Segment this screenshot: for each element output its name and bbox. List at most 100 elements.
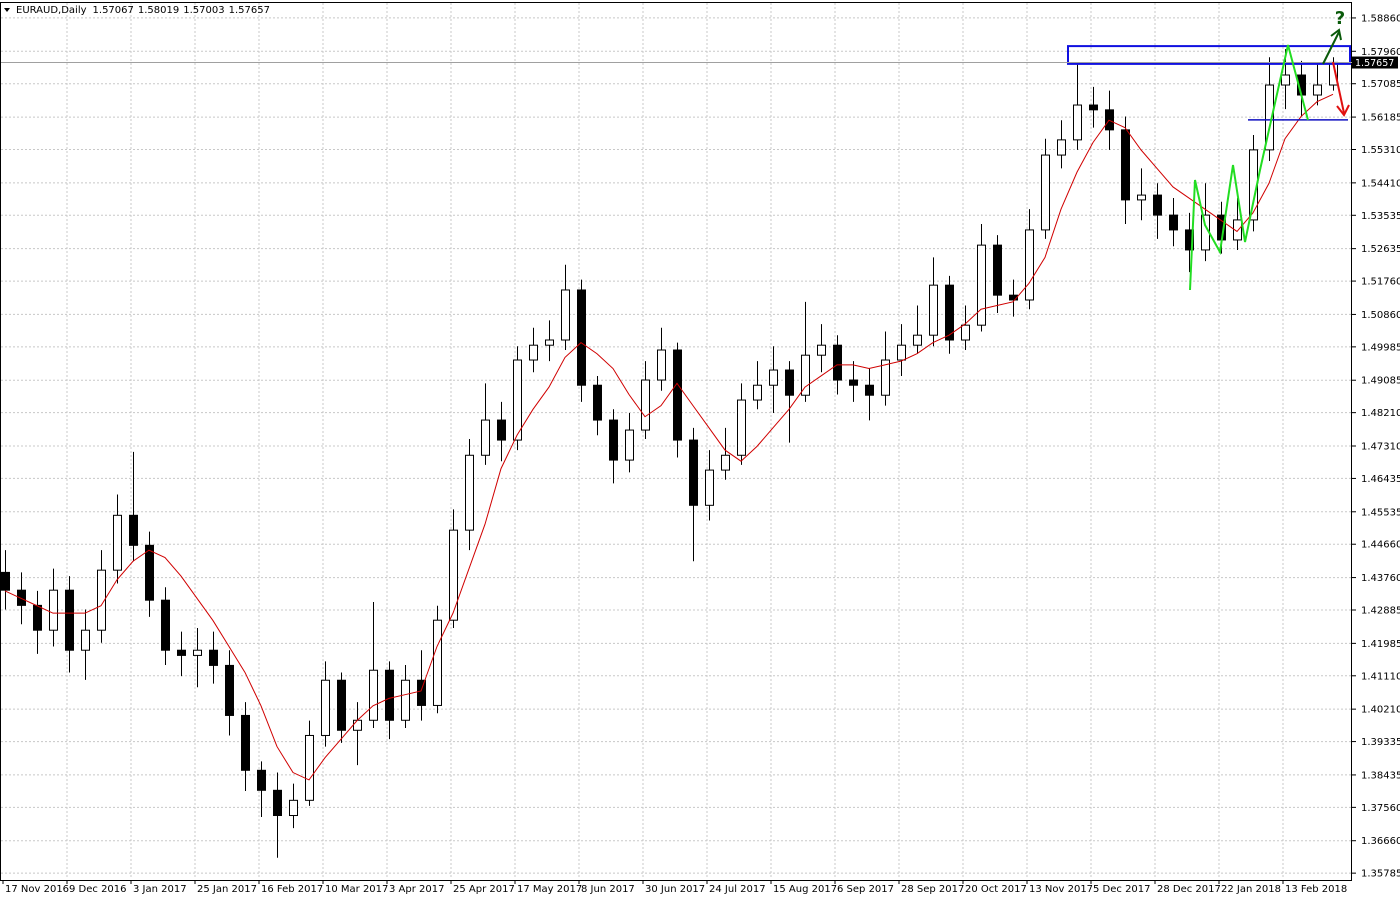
- y-tick-label: 1.36660: [1361, 836, 1400, 847]
- candle-body: [49, 589, 58, 631]
- candle-body: [113, 514, 122, 571]
- candle-body: [513, 359, 522, 441]
- candle-body: [1281, 74, 1290, 86]
- candle-body: [1137, 194, 1146, 201]
- menu-icon: [4, 8, 10, 12]
- candle-body: [17, 589, 26, 606]
- x-tick-label: 10 Mar 2017: [325, 884, 388, 895]
- resistance-zone: [1067, 45, 1351, 65]
- annotation: ?: [1335, 8, 1345, 29]
- x-tick-label: 22 Jan 2018: [1221, 884, 1281, 895]
- candle-body: [385, 669, 394, 721]
- candle-body: [433, 619, 442, 706]
- candle-body: [705, 469, 714, 506]
- y-tick-label: 1.51760: [1361, 277, 1400, 288]
- candle-body: [1089, 104, 1098, 111]
- candle-body: [993, 244, 1002, 296]
- candle-body: [865, 384, 874, 396]
- y-tick-label: 1.40210: [1361, 705, 1400, 716]
- candle-body: [1169, 214, 1178, 231]
- candle-body: [529, 344, 538, 361]
- x-tick-label: 8 Jun 2017: [581, 884, 635, 895]
- x-tick-label: 20 Oct 2017: [965, 884, 1027, 895]
- candle-body: [81, 629, 90, 651]
- candle-body: [689, 439, 698, 506]
- x-tick-label: 9 Dec 2016: [69, 884, 127, 895]
- header-low: 1.57003: [183, 5, 224, 16]
- y-tick-label: 1.39335: [1361, 737, 1400, 748]
- candle-body: [881, 359, 890, 396]
- candle-body: [545, 339, 554, 346]
- header-open: 1.57067: [93, 5, 134, 16]
- x-tick-label: 13 Feb 2018: [1285, 884, 1347, 895]
- x-tick-label: 3 Jan 2017: [133, 884, 187, 895]
- down-arrow-head: [1336, 104, 1350, 117]
- candle-body: [593, 384, 602, 421]
- y-tick-label: 1.43760: [1361, 573, 1400, 584]
- header-high: 1.58019: [138, 5, 179, 16]
- candle-body: [641, 379, 650, 431]
- candle-body: [65, 589, 74, 651]
- y-tick-label: 1.47310: [1361, 442, 1400, 453]
- candle-body: [1265, 84, 1274, 151]
- candle-body: [481, 419, 490, 456]
- candle-body: [737, 399, 746, 456]
- candle-body: [369, 669, 378, 721]
- y-tick-label: 1.52635: [1361, 244, 1400, 255]
- candle-body: [449, 529, 458, 621]
- candle-body: [337, 679, 346, 731]
- candle-body: [1041, 154, 1050, 231]
- candle-body: [801, 354, 810, 396]
- y-tick-label: 1.42885: [1361, 606, 1400, 617]
- candle-body: [673, 349, 682, 441]
- candle-body: [193, 649, 202, 656]
- candle-body: [561, 289, 570, 341]
- x-tick-label: 17 May 2017: [517, 884, 582, 895]
- candle-body: [145, 544, 154, 601]
- candle-body: [257, 769, 266, 791]
- candle-body: [769, 369, 778, 386]
- y-tick-label: 1.44660: [1361, 540, 1400, 551]
- candle-body: [833, 344, 842, 381]
- candle-body: [1233, 219, 1242, 241]
- y-tick-label: 1.57085: [1361, 79, 1400, 90]
- candle-body: [1105, 109, 1114, 131]
- x-tick-label: 3 Apr 2017: [389, 884, 444, 895]
- candle-body: [897, 344, 906, 361]
- candle-body: [849, 379, 858, 386]
- x-tick-label: 28 Dec 2017: [1157, 884, 1221, 895]
- candle-body: [209, 649, 218, 666]
- x-tick-label: 13 Nov 2017: [1029, 884, 1093, 895]
- drawings: [1189, 28, 1350, 291]
- candle-body: [305, 734, 314, 801]
- candle-body: [465, 454, 474, 531]
- y-tick-label: 1.37560: [1361, 803, 1400, 814]
- candle-body: [321, 679, 330, 736]
- y-tick-label: 1.49085: [1361, 376, 1400, 387]
- candle-body: [577, 289, 586, 386]
- candle-body: [913, 334, 922, 346]
- candle-body: [1009, 294, 1018, 301]
- candle-body: [1, 571, 10, 591]
- y-tick-label: 1.57960: [1361, 47, 1400, 58]
- y-tick-label: 1.46435: [1361, 474, 1400, 485]
- last-price-box: [1352, 56, 1398, 69]
- y-tick-label: 1.53535: [1361, 211, 1400, 222]
- candle-body: [33, 604, 42, 631]
- candle-body: [961, 324, 970, 341]
- x-tick-label: 25 Jan 2017: [197, 884, 257, 895]
- candle-body: [225, 664, 234, 716]
- x-tick-label: 5 Dec 2017: [1093, 884, 1151, 895]
- candle-body: [161, 599, 170, 651]
- x-tick-label: 15 Aug 2017: [773, 884, 837, 895]
- header-close: 1.57657: [229, 5, 270, 16]
- y-tick-label: 1.49985: [1361, 342, 1400, 353]
- candle-body: [1313, 84, 1322, 96]
- symbol: EURAUD,Daily: [16, 5, 87, 16]
- candle-body: [401, 679, 410, 721]
- candle-body: [241, 714, 250, 771]
- x-tick-label: 25 Apr 2017: [453, 884, 515, 895]
- up-arrow: [1322, 31, 1340, 65]
- candle-body: [625, 429, 634, 461]
